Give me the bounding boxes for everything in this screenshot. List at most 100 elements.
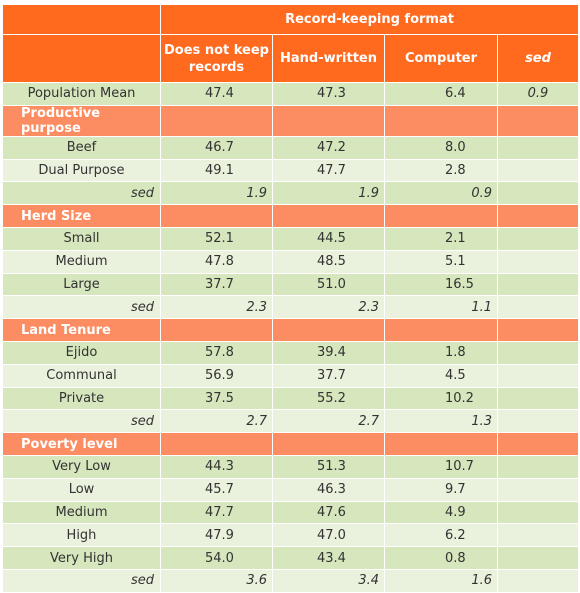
cell-empty (496, 249, 580, 274)
row-label: Medium (2, 249, 161, 274)
cell-empty (496, 409, 580, 434)
cell-value: 5.1 (384, 249, 498, 274)
cell-value: 2.1 (384, 226, 498, 251)
cell-value: 49.1 (160, 158, 273, 183)
cell-sed: 0.9 (496, 82, 580, 106)
sed-value: 1.3 (384, 409, 498, 434)
sed-value: 0.9 (384, 181, 498, 206)
category-fill (384, 204, 498, 228)
category-fill (160, 204, 273, 228)
cell-empty (496, 386, 580, 411)
row-label: Communal (2, 363, 161, 388)
cell-empty (496, 363, 580, 388)
sed-value: 2.7 (160, 409, 273, 434)
category-row: Poverty level (2, 432, 580, 456)
table-row: Small 52.1 44.5 2.1 (2, 226, 580, 251)
cell-value: 47.9 (160, 523, 273, 548)
cell-value: 51.0 (272, 272, 385, 297)
category-row: Productive purpose (2, 104, 580, 137)
sed-row: sed 3.6 3.4 1.6 (2, 568, 580, 593)
cell-value: 6.2 (384, 523, 498, 548)
cell-value: 37.5 (160, 386, 273, 411)
cell-value: 1.8 (384, 340, 498, 365)
sed-value: 1.9 (160, 181, 273, 206)
cell-value: 10.2 (384, 386, 498, 411)
cell-empty (496, 477, 580, 502)
sed-label: sed (2, 181, 161, 206)
cell-value: 44.3 (160, 454, 273, 479)
cell-value: 16.5 (384, 272, 498, 297)
sed-row: sed 2.7 2.7 1.3 (2, 409, 580, 434)
category-fill (272, 104, 385, 137)
cell-value: 39.4 (272, 340, 385, 365)
row-label: Very Low (2, 454, 161, 479)
column-header-hand-written: Hand-written (272, 34, 385, 83)
table-row: Low 45.7 46.3 9.7 (2, 477, 580, 502)
cell-empty (496, 340, 580, 365)
corner-cell-2 (2, 34, 161, 83)
cell-value: 43.4 (272, 546, 385, 570)
cell-value: 45.7 (160, 477, 273, 502)
cell-value: 37.7 (272, 363, 385, 388)
cell-value: 6.4 (384, 82, 498, 106)
title-row: Record-keeping format (2, 4, 580, 35)
category-label: Land Tenure (2, 318, 161, 342)
cell-value: 47.0 (272, 523, 385, 548)
column-header-no-records: Does not keep records (160, 34, 273, 83)
category-row: Herd Size (2, 204, 580, 228)
category-row: Land Tenure (2, 318, 580, 342)
table-row: Beef 46.7 47.2 8.0 (2, 135, 580, 160)
category-fill (272, 318, 385, 342)
cell-value: 0.8 (384, 546, 498, 570)
category-fill (384, 104, 498, 137)
table-title: Record-keeping format (159, 4, 580, 35)
category-fill (272, 432, 385, 456)
row-label: Private (2, 386, 161, 411)
sed-label: sed (2, 295, 161, 320)
cell-value: 4.9 (384, 500, 498, 525)
cell-empty (496, 272, 580, 297)
table-row: High 47.9 47.0 6.2 (2, 523, 580, 548)
row-label: Low (2, 477, 161, 502)
table-row: Very High 54.0 43.4 0.8 (2, 546, 580, 570)
category-fill (272, 204, 385, 228)
category-fill (384, 432, 498, 456)
table-row: Private 37.5 55.2 10.2 (2, 386, 580, 411)
category-fill (496, 204, 580, 228)
cell-value: 51.3 (272, 454, 385, 479)
row-label: Small (2, 226, 161, 251)
sed-value: 1.1 (384, 295, 498, 320)
sed-value: 2.3 (160, 295, 273, 320)
sed-value: 1.6 (384, 568, 498, 593)
cell-empty (496, 568, 580, 593)
category-fill (496, 318, 580, 342)
table-row: Dual Purpose 49.1 47.7 2.8 (2, 158, 580, 183)
row-label: Beef (2, 135, 161, 160)
column-header-row: Does not keep records Hand-written Compu… (2, 34, 580, 83)
row-label: High (2, 523, 161, 548)
column-header-computer: Computer (384, 34, 498, 83)
corner-cell (2, 4, 161, 35)
cell-value: 47.7 (272, 158, 385, 183)
category-fill (496, 432, 580, 456)
table-row: Medium 47.7 47.6 4.9 (2, 500, 580, 525)
category-fill (160, 318, 273, 342)
category-label: Productive purpose (2, 104, 161, 137)
category-label: Poverty level (2, 432, 161, 456)
row-label: Population Mean (2, 82, 161, 106)
category-fill (384, 318, 498, 342)
cell-value: 47.7 (160, 500, 273, 525)
cell-empty (496, 295, 580, 320)
cell-value: 46.7 (160, 135, 273, 160)
cell-empty (496, 546, 580, 570)
category-fill (160, 432, 273, 456)
sed-value: 2.3 (272, 295, 385, 320)
cell-value: 47.2 (272, 135, 385, 160)
table-row: Very Low 44.3 51.3 10.7 (2, 454, 580, 479)
cell-empty (496, 454, 580, 479)
cell-value: 48.5 (272, 249, 385, 274)
cell-empty (496, 135, 580, 160)
table-row: Medium 47.8 48.5 5.1 (2, 249, 580, 274)
cell-value: 54.0 (160, 546, 273, 570)
cell-value: 44.5 (272, 226, 385, 251)
